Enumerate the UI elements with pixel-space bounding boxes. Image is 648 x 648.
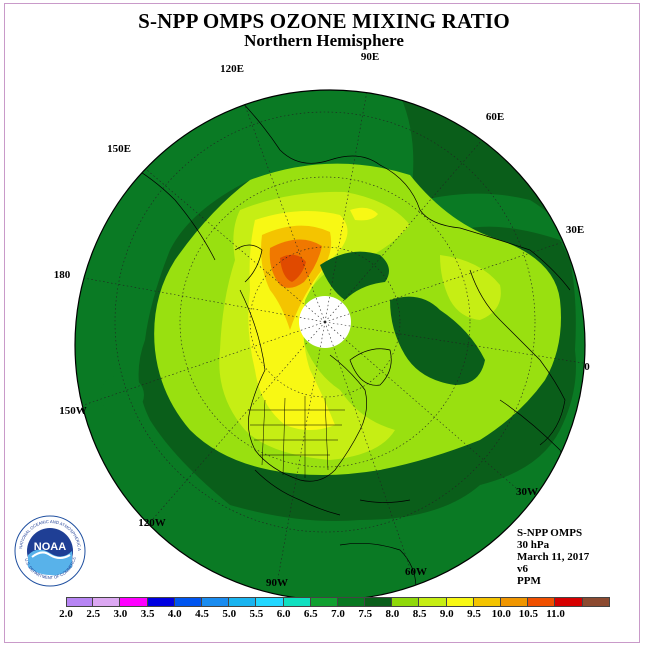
map-title: S-NPP OMPS OZONE MIXING RATIO <box>138 9 510 33</box>
colorbar-tick-label: 7.5 <box>358 608 373 620</box>
lon-label-60w: 60W <box>405 566 427 578</box>
colorbar-swatch <box>283 597 311 607</box>
lon-label-150e: 150E <box>107 143 131 155</box>
graticule <box>75 90 584 579</box>
lon-label-0: 0 <box>584 361 590 373</box>
coastline-greenland <box>349 348 392 386</box>
darkgreen-west-spot <box>100 375 144 415</box>
colorbar-swatch <box>310 597 338 607</box>
colorbar-swatch <box>392 597 420 607</box>
coastline-south-america <box>339 543 417 600</box>
lon-label-120e: 120E <box>220 63 244 75</box>
colorbar-tick-label: 3.0 <box>113 608 128 620</box>
colorbar-swatch <box>419 597 447 607</box>
colorbar-swatch <box>365 597 393 607</box>
colorbar-tick-label: 10.0 <box>491 608 511 620</box>
colorbar-swatch <box>473 597 501 607</box>
coastline-north-america <box>239 289 367 482</box>
coastline-asia <box>234 94 571 291</box>
colorbar-tick-label: 3.5 <box>140 608 155 620</box>
colorbar-swatch <box>256 597 284 607</box>
colorbar-tick-label: 4.0 <box>167 608 182 620</box>
colorbar-tick-label: 8.5 <box>412 608 427 620</box>
lon-label-60e: 60E <box>485 111 505 123</box>
colorbar-swatch <box>93 597 121 607</box>
colorbar-tick-label: 11.0 <box>546 608 565 620</box>
light-patch-east <box>440 255 501 320</box>
colorbar-swatch <box>147 597 175 607</box>
colorbar-swatch <box>337 597 366 607</box>
info-block: S-NPP OMPS 30 hPa March 11, 2017 v6 PPM <box>517 527 589 587</box>
yellow-patch-north <box>350 207 378 221</box>
colorbar-tick-label: 6.0 <box>276 608 291 620</box>
info-units: PPM <box>517 575 541 587</box>
colorbar-swatch <box>555 597 583 607</box>
colorbar-tick-label: 2.0 <box>59 608 73 620</box>
coastline-europe <box>469 269 566 446</box>
darkgreen-center-tongue <box>320 251 389 300</box>
lon-label-90w: 90W <box>266 577 288 589</box>
green-band <box>75 90 585 600</box>
info-date: March 11, 2017 <box>517 551 590 563</box>
colorbar-swatch <box>446 597 474 607</box>
colorbar-swatch <box>528 597 556 607</box>
colorbar-tick-label: 9.0 <box>439 608 454 620</box>
info-instrument: S-NPP OMPS <box>517 527 583 539</box>
map-frame <box>4 3 640 643</box>
info-version: v6 <box>517 563 528 575</box>
coastline-central-america <box>254 469 411 516</box>
colorbar-swatch <box>120 597 148 607</box>
noaa-logo: NOAA NATIONAL OCEANIC AND ATMOSPHERIC AD… <box>14 515 86 587</box>
map-subtitle: Northern Hemisphere <box>244 31 404 50</box>
lon-label-30w: 30W <box>516 486 538 498</box>
lon-label-120w: 120W <box>138 517 166 529</box>
info-level: 30 hPa <box>517 539 550 551</box>
colorbar-tick-label: 6.5 <box>303 608 318 620</box>
colorbar-swatch <box>174 597 202 607</box>
colorbar-tick-label: 8.0 <box>385 608 400 620</box>
lon-label-180: 180 <box>53 269 71 281</box>
colorbar-swatch <box>201 597 230 607</box>
colorbar-swatch <box>582 597 610 607</box>
colorbar-tick-label: 7.0 <box>331 608 345 620</box>
us-state-grid <box>248 396 345 478</box>
lon-label-30e: 30E <box>565 224 585 236</box>
colorbar-tick-label: 5.0 <box>222 608 237 620</box>
colorbar-swatch <box>229 597 257 607</box>
darkorange-core <box>280 254 306 282</box>
colorbar <box>66 597 610 607</box>
lon-label-150w: 150W <box>59 405 87 417</box>
colorbar-tick-label: 9.5 <box>467 608 481 620</box>
colorbar-tick-label: 10.5 <box>518 608 539 620</box>
colorbar-swatch <box>66 597 94 607</box>
colorbar-tick-label: 5.5 <box>249 608 264 620</box>
coastline-alaska <box>234 244 263 283</box>
logo-wordmark: NOAA <box>34 541 66 553</box>
lon-label-90e: 90E <box>360 51 380 63</box>
darkgreen-east-tongue <box>390 296 485 385</box>
colorbar-tick-label: 4.5 <box>195 608 209 620</box>
colorbar-tick-label: 2.5 <box>86 608 101 620</box>
colorbar-ticks: 2.0 2.5 3.0 3.5 4.0 4.5 5.0 5.5 6.0 6.5 7.0 7.5 8.0 8… <box>59 608 586 622</box>
colorbar-swatch <box>501 597 529 607</box>
